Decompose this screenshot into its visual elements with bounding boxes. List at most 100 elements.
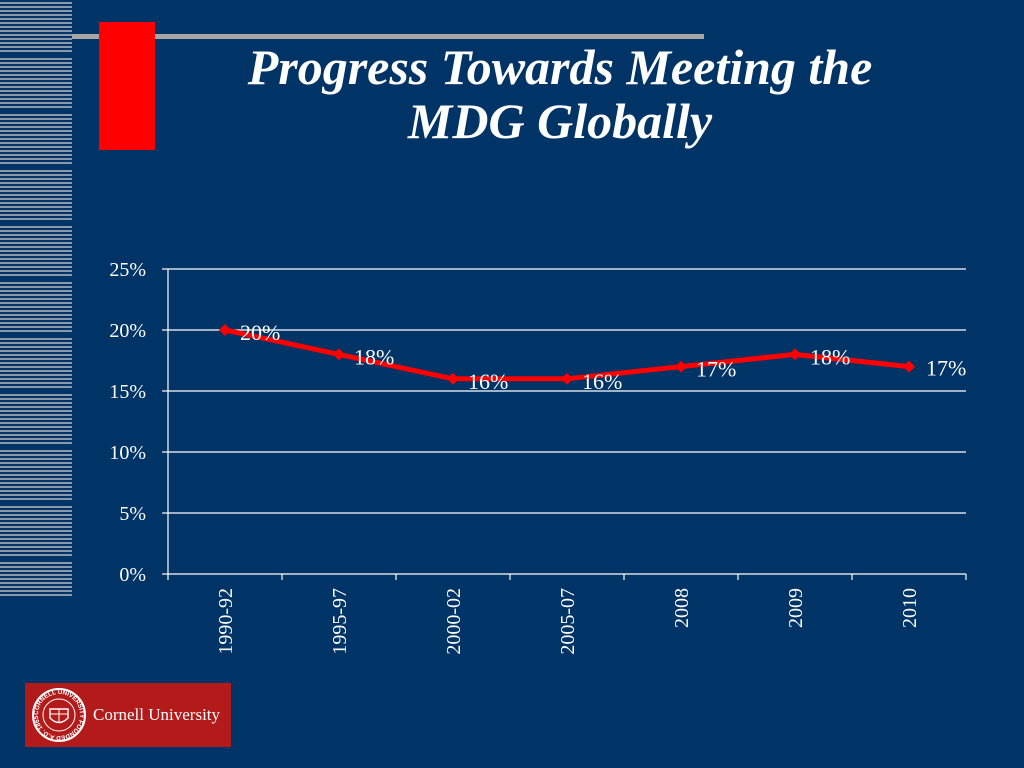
stripe-line [0,566,72,568]
red-accent-block [99,22,155,150]
data-label: 20% [240,320,280,345]
stripe-line [0,266,72,268]
stripe-line [0,22,72,24]
stripe-line [0,194,72,196]
stripe-line [0,342,72,344]
stripe-line [0,38,72,40]
cornell-logo: CORNELL UNIVERSITY FOUNDED A.D. 1865 Cor… [25,683,231,747]
stripe-line [0,134,72,136]
x-tick-label: 2008 [671,588,693,628]
data-label: 17% [696,357,736,382]
stripe-line [0,546,72,548]
decorative-stripes [0,2,72,596]
stripe-line [0,406,72,408]
stripe-line [0,354,72,356]
stripe-line [0,86,72,88]
stripe-line [0,518,72,520]
title-line-2: MDG Globally [407,93,713,149]
stripe-line [0,94,72,96]
cornell-seal-icon: CORNELL UNIVERSITY FOUNDED A.D. 1865 [31,687,87,743]
stripe-line [0,206,72,208]
stripe-line [0,590,72,592]
stripe-line [0,358,72,360]
x-tick-label: 2009 [785,588,807,628]
stripe-line [0,130,72,132]
stripe-line [0,442,72,444]
stripe-line [0,226,72,228]
stripe-line [0,522,72,524]
stripe-line [0,122,72,124]
stripe-line [0,402,72,404]
y-tick-label: 20% [109,320,146,342]
x-tick-label: 2010 [899,588,921,628]
stripe-line [0,298,72,300]
data-label: 18% [810,344,850,369]
stripe-line [0,378,72,380]
stripe-line [0,242,72,244]
title-line-1: Progress Towards Meeting the [247,39,873,95]
stripe-line [0,306,72,308]
stripe-line [0,262,72,264]
stripe-line [0,430,72,432]
x-tick-label: 1995-97 [329,588,351,655]
stripe-line [0,126,72,128]
stripe-line [0,366,72,368]
stripe-line [0,142,72,144]
stripe-line [0,78,72,80]
stripe-line [0,42,72,44]
stripe-line [0,394,72,396]
stripe-line [0,542,72,544]
stripe-line [0,6,72,8]
stripe-line [0,246,72,248]
stripe-line [0,62,72,64]
data-point [561,372,573,385]
title-rule [72,34,704,39]
stripe-line [0,490,72,492]
stripe-line [0,290,72,292]
stripe-line [0,250,72,252]
stripe-line [0,338,72,340]
data-point [675,360,687,373]
stripe-line [0,514,72,516]
stripe-line [0,218,72,220]
stripe-line [0,414,72,416]
stripe-line [0,470,72,472]
stripe-line [0,98,72,100]
stripe-line [0,370,72,372]
stripe-line [0,170,72,172]
stripe-line [0,574,72,576]
stripe-line [0,426,72,428]
stripe-line [0,586,72,588]
data-point [333,348,345,361]
stripe-line [0,538,72,540]
stripe-line [0,294,72,296]
stripe-line [0,270,72,272]
stripe-line [0,50,72,52]
stripe-line [0,478,72,480]
stripe-line [0,314,72,316]
stripe-line [0,182,72,184]
stripe-line [0,286,72,288]
stripe-line [0,138,72,140]
stripe-line [0,190,72,192]
stripe-line [0,118,72,120]
stripe-line [0,438,72,440]
stripe-line [0,238,72,240]
data-point [219,324,231,336]
stripe-line [0,554,72,556]
stripe-line [0,46,72,48]
stripe-line [0,2,72,4]
stripe-line [0,578,72,580]
stripe-line [0,302,72,304]
stripe-line [0,214,72,216]
x-tick-label: 2000-02 [443,588,465,655]
stripe-line [0,202,72,204]
stripe-line [0,178,72,180]
stripe-line [0,274,72,276]
stripe-line [0,382,72,384]
stripe-line [0,418,72,420]
stripe-line [0,254,72,256]
stripe-line [0,82,72,84]
data-label: 16% [468,369,508,394]
stripe-line [0,506,72,508]
